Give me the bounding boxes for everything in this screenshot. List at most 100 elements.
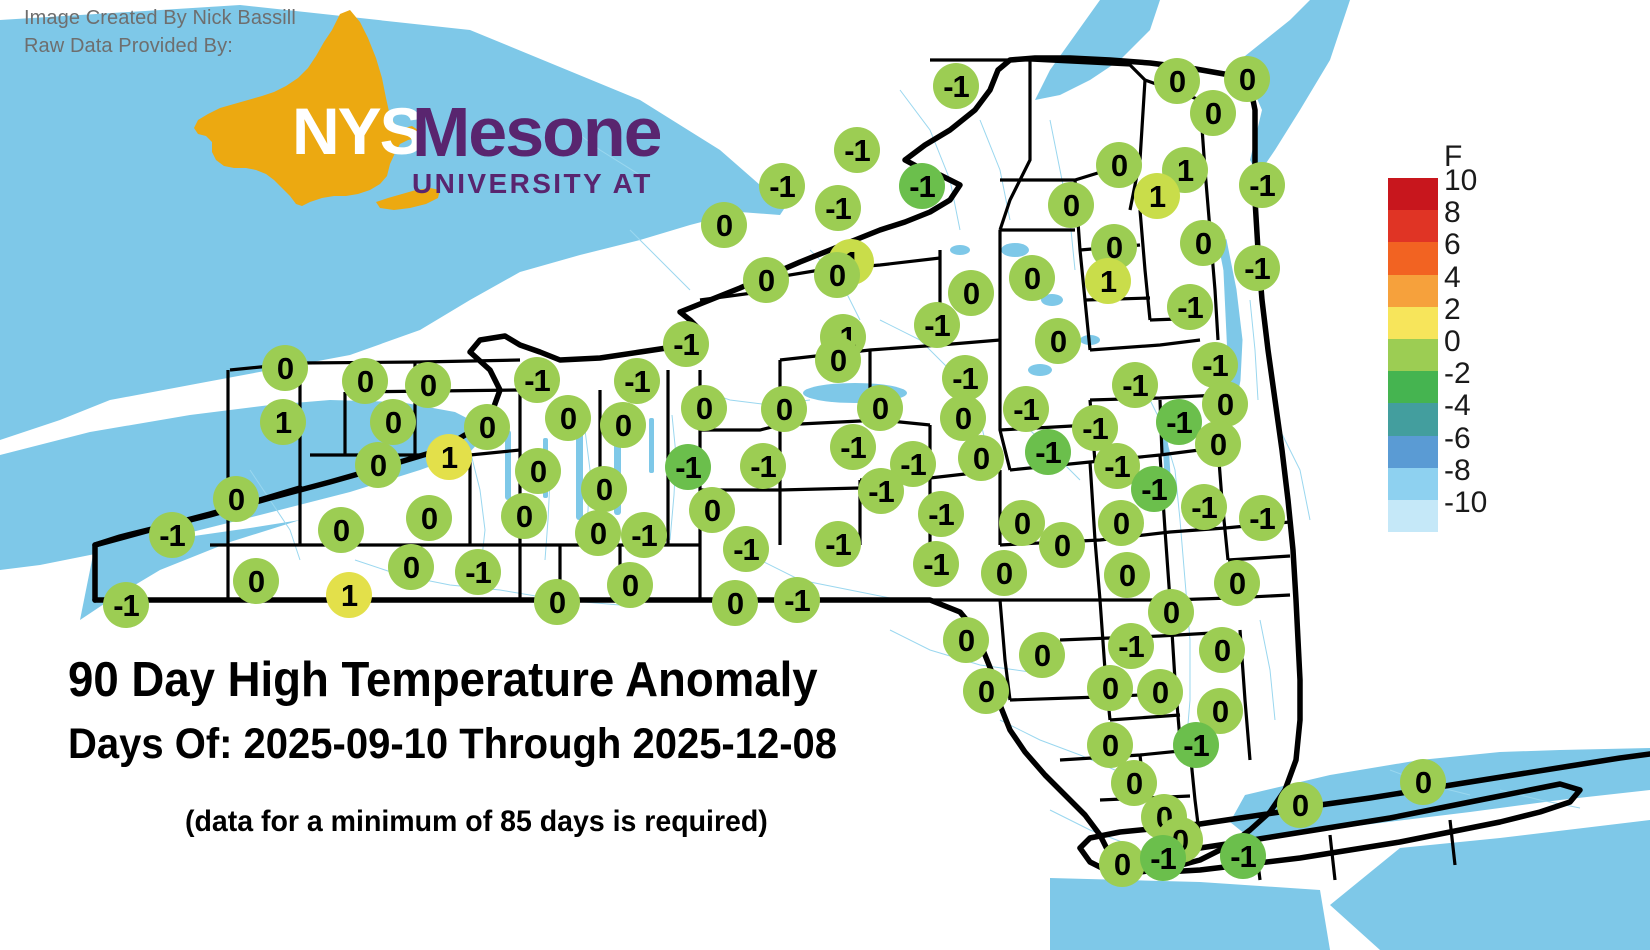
colorbar-band — [1388, 435, 1438, 468]
date-range: Days Of: 2025-09-10 Through 2025-12-08 — [68, 720, 838, 768]
station-marker: 0 — [814, 252, 860, 298]
colorbar-tick: -6 — [1444, 421, 1471, 455]
station-marker: 0 — [1104, 552, 1150, 598]
station-marker: 0 — [958, 435, 1004, 481]
station-marker: 1 — [1085, 258, 1131, 304]
station-marker: 0 — [1035, 318, 1081, 364]
station-marker: 0 — [1202, 381, 1248, 427]
station-marker: -1 — [103, 582, 149, 628]
station-marker: -1 — [759, 163, 805, 209]
station-marker: 0 — [1400, 759, 1446, 805]
station-marker: -1 — [1239, 162, 1285, 208]
station-marker: 0 — [342, 358, 388, 404]
station-marker: 0 — [1148, 589, 1194, 635]
station-marker: -1 — [614, 358, 660, 404]
station-marker: 0 — [545, 395, 591, 441]
station-marker: -1 — [942, 355, 988, 401]
station-marker: -1 — [1173, 722, 1219, 768]
station-marker: 0 — [681, 385, 727, 431]
colorbar-tick: 6 — [1444, 228, 1461, 262]
station-marker: 0 — [233, 558, 279, 604]
station-marker: -1 — [149, 512, 195, 558]
station-marker: 1 — [326, 572, 372, 618]
station-marker: 0 — [1009, 255, 1055, 301]
station-marker: -1 — [1131, 466, 1177, 512]
station-marker: -1 — [1220, 833, 1266, 879]
station-marker: 0 — [948, 270, 994, 316]
station-marker: -1 — [815, 185, 861, 231]
station-marker: 0 — [464, 404, 510, 450]
station-marker: 0 — [857, 385, 903, 431]
station-marker: 0 — [405, 362, 451, 408]
station-marker: -1 — [858, 468, 904, 514]
station-marker: -1 — [913, 541, 959, 587]
station-marker: 0 — [712, 580, 758, 626]
colorbar-tick: -8 — [1444, 453, 1471, 487]
colorbar-tick: 8 — [1444, 196, 1461, 230]
colorbar-band — [1388, 306, 1438, 339]
station-marker: 0 — [1195, 421, 1241, 467]
station-marker: 0 — [1039, 522, 1085, 568]
logo-university-text: UNIVERSITY AT ALBANY — [412, 168, 660, 199]
station-marker: 0 — [213, 476, 259, 522]
station-marker: -1 — [815, 521, 861, 567]
station-marker: -1 — [1192, 342, 1238, 388]
station-marker: 0 — [963, 668, 1009, 714]
station-marker: 0 — [1154, 58, 1200, 104]
station-marker: -1 — [514, 357, 560, 403]
credit-line-source: Raw Data Provided By: — [24, 35, 233, 57]
colorbar-band — [1388, 242, 1438, 275]
station-marker: 1 — [1134, 173, 1180, 219]
logo-mesonet-text: Mesonet — [412, 93, 660, 171]
station-marker: 0 — [689, 487, 735, 533]
station-marker: -1 — [933, 63, 979, 109]
station-marker: -1 — [1181, 484, 1227, 530]
station-marker: 0 — [701, 202, 747, 248]
station-marker: 0 — [370, 399, 416, 445]
station-marker: -1 — [1140, 835, 1186, 881]
station-marker: 0 — [501, 493, 547, 539]
colorbar-band — [1388, 338, 1438, 372]
station-marker: 0 — [1019, 632, 1065, 678]
station-marker: -1 — [723, 526, 769, 572]
colorbar-tick: -4 — [1444, 389, 1471, 423]
station-marker: 0 — [1098, 500, 1144, 546]
station-marker: 1 — [426, 434, 472, 480]
colorbar-unit-label: F — [1444, 140, 1463, 173]
station-marker: 0 — [406, 495, 452, 541]
station-marker: 0 — [1214, 560, 1260, 606]
station-marker: 1 — [260, 399, 306, 445]
station-marker: 0 — [1099, 841, 1145, 887]
station-marker: 0 — [1277, 782, 1323, 828]
station-marker: 0 — [1199, 627, 1245, 673]
station-marker: -1 — [621, 512, 667, 558]
colorbar-band — [1388, 467, 1438, 500]
station-marker: -1 — [774, 577, 820, 623]
colorbar-band — [1388, 403, 1438, 436]
colorbar-band — [1388, 499, 1438, 533]
station-marker: 0 — [743, 257, 789, 303]
colorbar-tick: 4 — [1444, 260, 1461, 294]
station-marker: -1 — [1234, 245, 1280, 291]
nys-mesonet-logo: NYS Mesonet UNIVERSITY AT ALBANY — [190, 8, 660, 223]
colorbar-band — [1388, 274, 1438, 307]
station-marker: 0 — [607, 562, 653, 608]
station-marker: -1 — [1239, 495, 1285, 541]
colorbar-tick-labels: F 10 8 6 4 2 0 -2 -4 -6 -8 -10 — [1444, 140, 1514, 520]
station-marker: 0 — [388, 544, 434, 590]
station-marker: -1 — [918, 491, 964, 537]
station-marker: 0 — [1048, 182, 1094, 228]
colorbar-band — [1388, 178, 1438, 211]
station-marker: 0 — [943, 617, 989, 663]
page-title: 90 Day High Temperature Anomaly — [68, 653, 818, 707]
colorbar-tick: 10 — [1444, 164, 1478, 197]
station-marker: 0 — [575, 510, 621, 556]
station-marker: 0 — [940, 395, 986, 441]
station-marker: -1 — [740, 443, 786, 489]
colorbar-tick: 2 — [1444, 292, 1461, 326]
new-york-state-shape — [194, 10, 418, 206]
station-marker: 0 — [999, 500, 1045, 546]
station-marker: -1 — [665, 444, 711, 490]
station-marker: 0 — [1180, 220, 1226, 266]
